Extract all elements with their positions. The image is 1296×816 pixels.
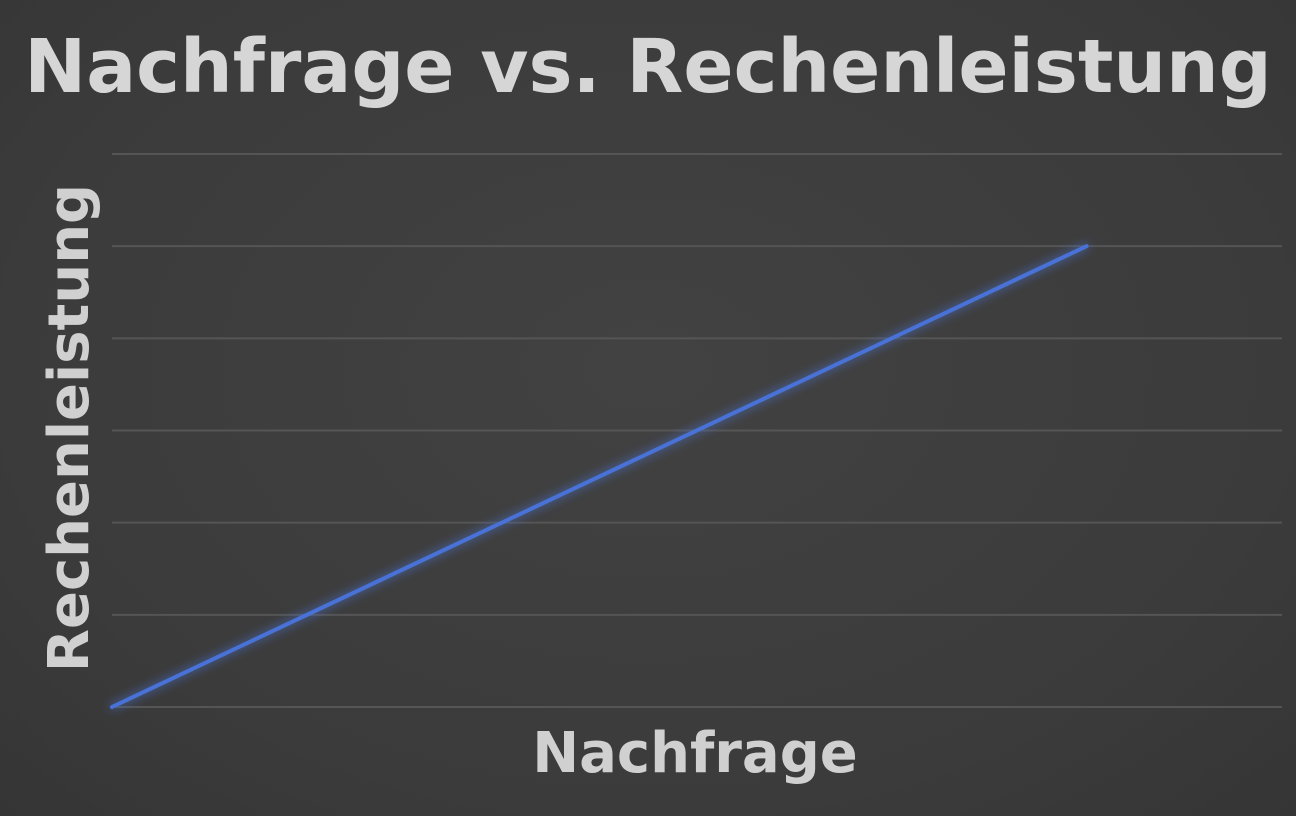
chart-title: Nachfrage vs. Rechenleistung [24, 24, 1272, 110]
series-line [110, 244, 1089, 709]
series-group [110, 244, 1089, 709]
x-axis-label: Nachfrage [532, 721, 858, 786]
